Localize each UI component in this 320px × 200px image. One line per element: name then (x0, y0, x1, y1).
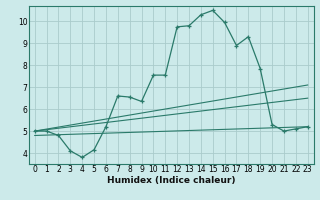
X-axis label: Humidex (Indice chaleur): Humidex (Indice chaleur) (107, 176, 236, 185)
